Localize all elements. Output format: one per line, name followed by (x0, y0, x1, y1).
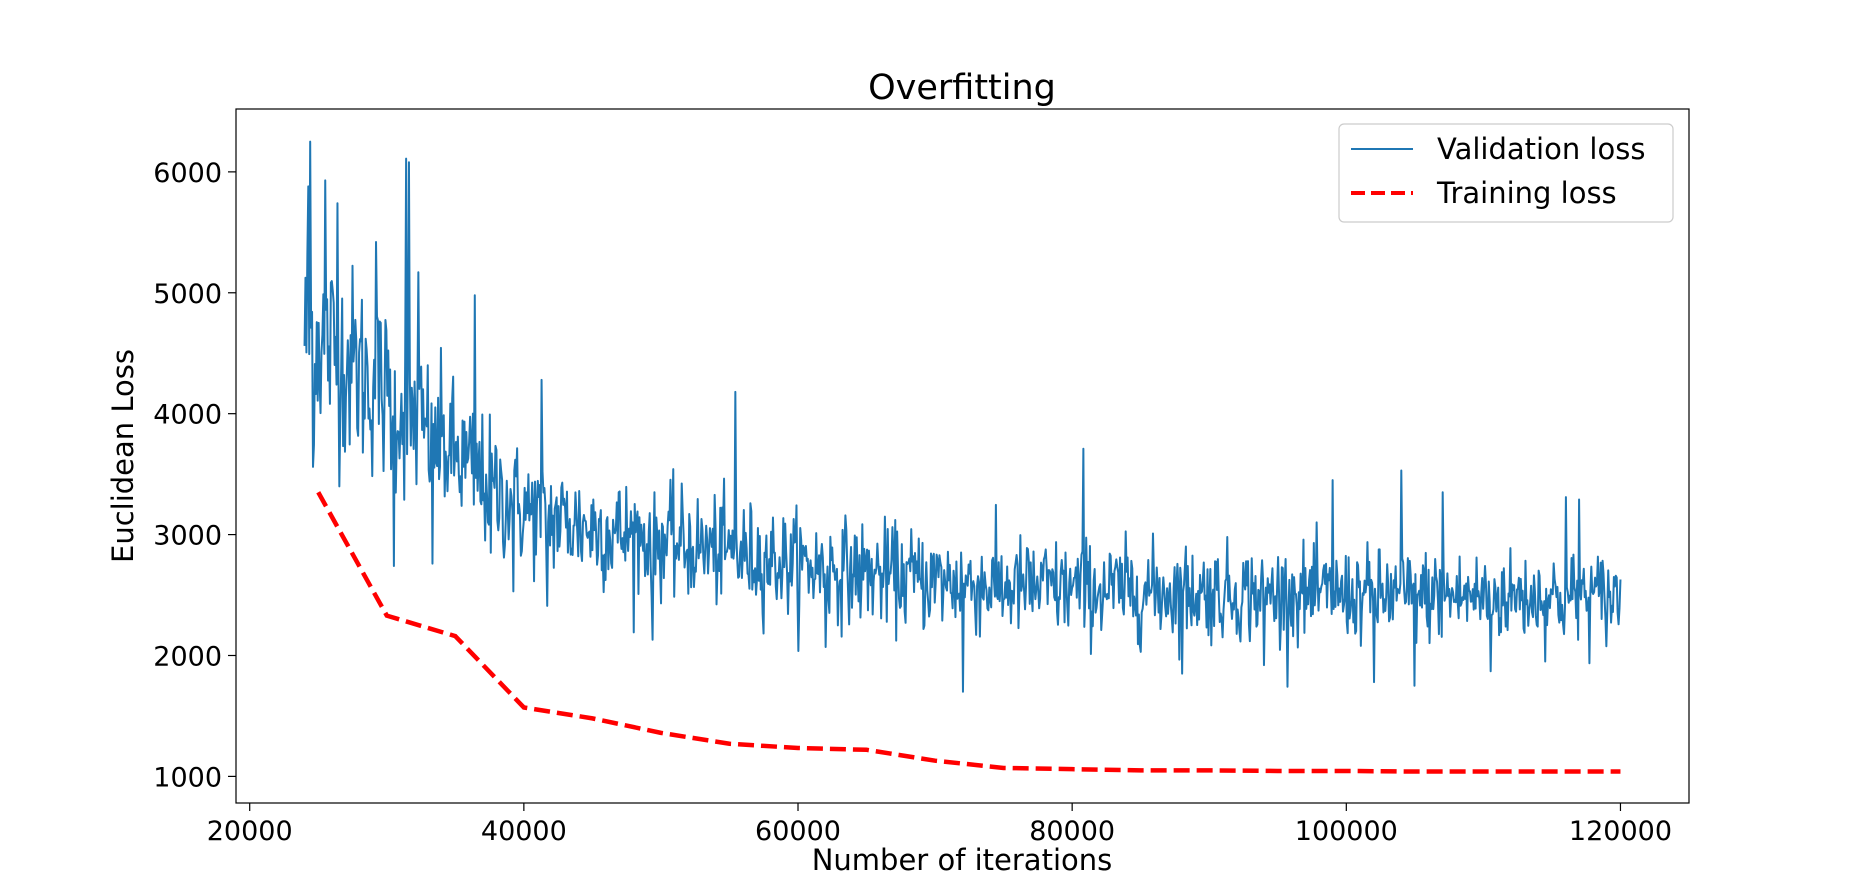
legend-label-training: Training loss (1436, 176, 1617, 210)
plot-area (303, 140, 1622, 774)
y-tick-label: 5000 (153, 279, 222, 310)
x-axis: 20000 40000 60000 80000 100000 120000 (207, 803, 1672, 847)
y-axis: 1000 2000 3000 4000 5000 6000 (153, 158, 236, 793)
y-tick-label: 2000 (153, 641, 222, 672)
legend-label-validation: Validation loss (1437, 132, 1645, 166)
x-tick-label: 40000 (481, 816, 567, 847)
y-tick-label: 6000 (153, 158, 222, 189)
legend: Validation loss Training loss (1338, 123, 1674, 223)
x-tick-label: 60000 (755, 816, 841, 847)
y-axis-label: Euclidean Loss (106, 349, 140, 563)
x-axis-label: Number of iterations (812, 843, 1113, 877)
series-validation-loss (303, 140, 1622, 693)
y-tick-label: 4000 (153, 400, 222, 431)
x-tick-label: 100000 (1295, 816, 1398, 847)
plot-frame (235, 108, 1690, 804)
y-tick-label: 1000 (153, 762, 222, 793)
x-tick-label: 20000 (207, 816, 293, 847)
x-tick-label: 80000 (1029, 816, 1115, 847)
series-training-loss (316, 491, 1621, 774)
x-tick-label: 120000 (1569, 816, 1672, 847)
chart-title: Overfitting (868, 68, 1056, 108)
legend-box (1338, 123, 1674, 223)
y-tick-label: 3000 (153, 521, 222, 552)
